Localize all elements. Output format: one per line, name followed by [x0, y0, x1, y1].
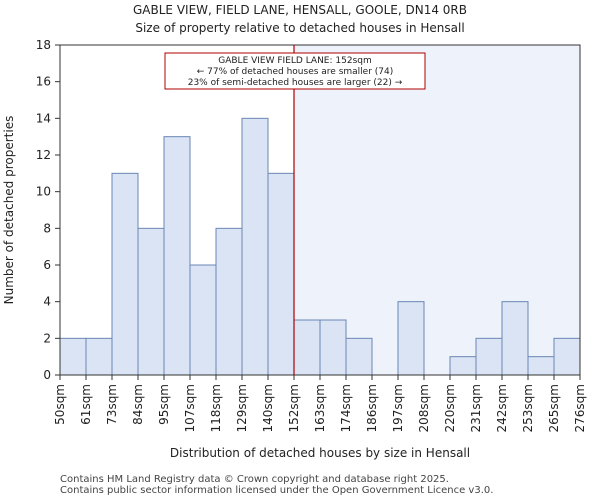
histogram-bar	[553, 337, 581, 376]
x-tick-label: 163sqm	[313, 384, 327, 432]
x-tick-label: 174sqm	[339, 384, 353, 432]
x-tick-label: 95sqm	[157, 384, 171, 425]
x-tick-label: 197sqm	[391, 384, 405, 432]
x-tick-label: 253sqm	[521, 384, 535, 432]
histogram-bar	[475, 337, 503, 376]
chart-title: GABLE VIEW, FIELD LANE, HENSALL, GOOLE, …	[133, 3, 467, 17]
y-tick-label: 16	[36, 75, 51, 89]
histogram-bar	[319, 319, 347, 376]
footer-copyright: Contains HM Land Registry data © Crown c…	[60, 474, 449, 485]
x-tick-label: 208sqm	[417, 384, 431, 432]
histogram-bar	[293, 319, 321, 376]
histogram-bar	[527, 356, 555, 376]
histogram-bar	[189, 264, 217, 376]
annotation-line: 23% of semi-detached houses are larger (…	[188, 78, 403, 88]
x-tick-label: 231sqm	[469, 384, 483, 432]
annotation-line: GABLE VIEW FIELD LANE: 152sqm	[218, 56, 371, 66]
histogram-bar	[267, 172, 295, 376]
histogram-bar	[345, 337, 373, 376]
x-tick-label: 220sqm	[443, 384, 457, 432]
x-tick-label: 84sqm	[131, 384, 145, 425]
y-tick-label: 6	[43, 258, 51, 272]
y-axis-label: Number of detached properties	[2, 116, 16, 305]
x-tick-label: 152sqm	[287, 384, 301, 432]
y-tick-label: 0	[43, 368, 51, 382]
x-tick-label: 50sqm	[53, 384, 67, 425]
x-tick-label: 61sqm	[79, 384, 93, 425]
x-tick-label: 186sqm	[365, 384, 379, 432]
x-tick-label: 73sqm	[105, 384, 119, 425]
histogram-bar	[397, 301, 425, 376]
histogram-bar	[85, 337, 113, 376]
y-tick-label: 12	[36, 148, 51, 162]
histogram-bar	[449, 356, 477, 376]
x-tick-label: 129sqm	[235, 384, 249, 432]
annotation-line: ← 77% of detached houses are smaller (74…	[197, 67, 394, 77]
x-tick-label: 276sqm	[573, 384, 587, 432]
y-tick-label: 10	[36, 185, 51, 199]
chart-subtitle: Size of property relative to detached ho…	[135, 21, 465, 35]
histogram-bar	[59, 337, 87, 376]
x-tick-label: 265sqm	[547, 384, 561, 432]
histogram-bar	[163, 136, 191, 376]
y-tick-label: 4	[43, 295, 51, 309]
x-tick-label: 118sqm	[209, 384, 223, 432]
y-tick-label: 14	[36, 111, 51, 125]
histogram-bar	[111, 172, 139, 376]
x-axis-label: Distribution of detached houses by size …	[170, 446, 470, 460]
histogram-bar	[501, 301, 529, 376]
histogram-bar	[215, 227, 243, 376]
y-tick-label: 8	[43, 221, 51, 235]
x-tick-label: 242sqm	[495, 384, 509, 432]
x-tick-label: 107sqm	[183, 384, 197, 432]
y-tick-label: 2	[43, 331, 51, 345]
histogram-bar	[241, 117, 269, 376]
y-tick-label: 18	[36, 38, 51, 52]
footer-licence: Contains public sector information licen…	[60, 485, 494, 496]
annotation-box	[164, 52, 426, 90]
x-tick-label: 140sqm	[261, 384, 275, 432]
histogram-bar	[137, 227, 165, 376]
